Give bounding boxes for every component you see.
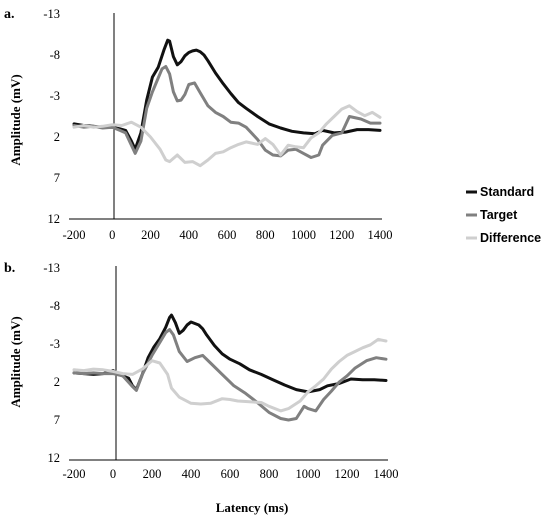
- legend-label-target: Target: [480, 208, 518, 222]
- panel-b-label: b.: [4, 261, 15, 276]
- x-axis-title: Latency (ms): [216, 500, 289, 515]
- panel-a-ytick-label: -13: [43, 7, 60, 21]
- panel-a-xtick-label: 800: [256, 228, 275, 242]
- panel-b-xtick-label: 1200: [335, 467, 360, 481]
- panel-b-ytick-label: -8: [50, 299, 60, 313]
- panel-b-x-tick-labels: -200 0 200 400 600 800 1000 1200 1400: [63, 467, 399, 481]
- panel-a-xtick-label: 1400: [368, 228, 393, 242]
- panel-b: b. Amplitude (mV) -13 -8 -3 2 7 12 -200 0 200 40…: [4, 261, 399, 481]
- panel-b-xtick-label: 200: [143, 467, 162, 481]
- panel-b-xtick-label: 0: [110, 467, 116, 481]
- panel-b-ytick-label: 12: [48, 451, 61, 465]
- panel-b-ylabel: Amplitude (mV): [8, 316, 23, 407]
- panel-b-xtick-label: 1000: [296, 467, 321, 481]
- panel-a-series-standard: [72, 38, 382, 151]
- panel-a-y-tick-labels: -13 -8 -3 2 7 12: [43, 7, 60, 226]
- panel-b-series-target: [72, 328, 388, 422]
- legend-label-standard: Standard: [480, 185, 534, 199]
- panel-a-xtick-label: -200: [63, 228, 86, 242]
- panel-a-xtick-label: 600: [218, 228, 237, 242]
- panel-a-xtick-label: 1000: [291, 228, 316, 242]
- panel-b-series: [72, 313, 388, 422]
- panel-b-series-difference: [72, 337, 388, 413]
- panel-a-xtick-label: 1200: [329, 228, 354, 242]
- panel-a-ytick-label: 12: [48, 212, 61, 226]
- panel-a-ytick-label: -3: [50, 89, 60, 103]
- legend-label-difference: Difference: [480, 231, 541, 245]
- panel-b-xtick-label: 800: [260, 467, 279, 481]
- panel-b-xtick-label: 400: [182, 467, 201, 481]
- panel-a-ytick-label: 7: [54, 171, 60, 185]
- panel-a-ytick-label: -8: [50, 48, 60, 62]
- panel-a-series-difference: [72, 104, 382, 168]
- panel-a-xtick-label: 0: [109, 228, 115, 242]
- panel-a: a. Amplitude (mV) -13 -8 -3 2 7 12 -200 0 200 40…: [4, 7, 393, 242]
- panel-a-ytick-label: 2: [54, 130, 60, 144]
- panel-a-xtick-label: 200: [141, 228, 160, 242]
- legend: Standard Target Difference: [466, 185, 541, 245]
- panel-b-ytick-label: 2: [54, 375, 60, 389]
- panel-a-label: a.: [4, 7, 15, 22]
- panel-b-xtick-label: 600: [221, 467, 240, 481]
- panel-b-y-tick-labels: -13 -8 -3 2 7 12: [43, 261, 60, 465]
- panel-b-ytick-label: -3: [50, 337, 60, 351]
- panel-b-ytick-label: 7: [54, 413, 60, 427]
- panel-b-ytick-label: -13: [43, 261, 60, 275]
- panel-a-ylabel: Amplitude (mV): [8, 74, 23, 165]
- panel-b-xtick-label: -200: [63, 467, 86, 481]
- panel-a-series-target: [72, 65, 382, 159]
- panel-a-xtick-label: 400: [179, 228, 198, 242]
- panel-a-x-tick-labels: -200 0 200 400 600 800 1000 1200 1400: [63, 228, 393, 242]
- panel-b-xtick-label: 1400: [374, 467, 399, 481]
- panel-a-series: [72, 38, 382, 168]
